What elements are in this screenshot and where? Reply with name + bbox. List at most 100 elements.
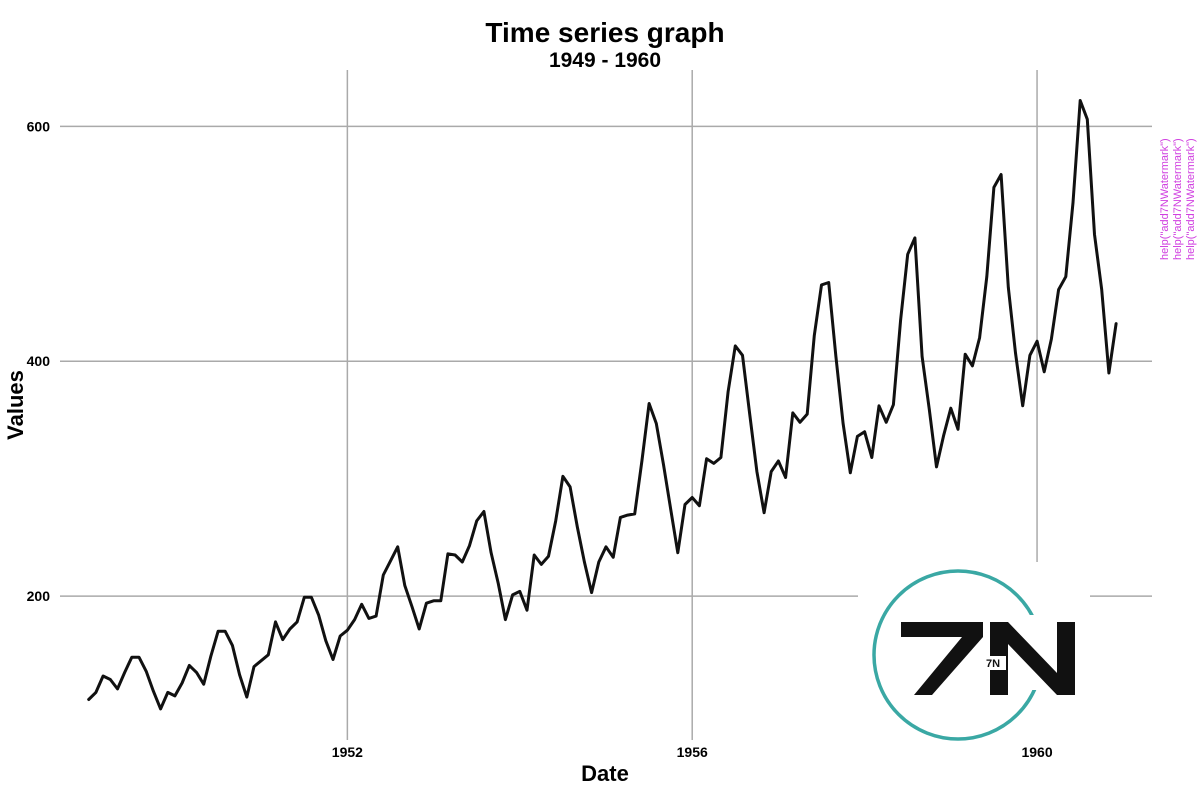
data-point <box>396 546 399 548</box>
data-point <box>1014 352 1017 354</box>
data-point <box>928 408 931 411</box>
watermark-text: help("add7NWatermark") help("add7NWaterm… <box>1159 138 1197 260</box>
data-point <box>174 695 176 697</box>
data-point <box>360 603 363 606</box>
x-axis-label: Date <box>581 761 629 786</box>
data-point <box>346 629 349 631</box>
logo-small-text: 7N <box>986 658 1000 670</box>
data-point <box>519 590 521 593</box>
data-point <box>784 476 787 479</box>
logo-seven-icon <box>901 622 983 695</box>
data-point <box>188 664 191 667</box>
data-point <box>1065 275 1067 278</box>
x-axis-ticks: 1952 1956 1960 <box>332 744 1053 760</box>
data-point <box>871 456 873 459</box>
data-point <box>935 466 938 468</box>
x-tick-label: 1960 <box>1021 744 1052 760</box>
data-point <box>763 511 765 514</box>
data-point <box>202 683 205 685</box>
logo-n-icon <box>990 622 1075 695</box>
data-point <box>590 591 593 594</box>
data-point <box>490 551 492 554</box>
data-point <box>626 514 629 516</box>
data-point <box>109 678 112 681</box>
data-point <box>1086 118 1089 121</box>
data-point <box>547 555 550 557</box>
data-point <box>662 463 665 466</box>
data-point <box>382 574 385 576</box>
data-point <box>993 186 995 189</box>
data-point <box>1093 233 1096 236</box>
data-point <box>404 584 406 587</box>
data-point <box>540 563 543 566</box>
data-point <box>526 609 528 611</box>
watermark-line: help("add7NWatermark") <box>1172 138 1184 260</box>
data-point <box>533 554 535 556</box>
data-point <box>296 621 298 623</box>
data-point <box>260 659 263 662</box>
data-point <box>734 345 737 347</box>
data-point <box>432 600 435 602</box>
data-point <box>978 336 981 339</box>
data-point <box>598 561 600 563</box>
y-tick-label: 200 <box>27 588 51 604</box>
data-point <box>885 421 887 424</box>
data-point <box>770 470 772 473</box>
data-point <box>655 422 658 425</box>
data-point <box>648 402 650 405</box>
data-point <box>971 365 974 367</box>
data-point <box>835 355 837 358</box>
chart-title: Time series graph <box>485 17 724 48</box>
x-tick-label: 1956 <box>677 744 708 760</box>
data-point <box>152 690 155 692</box>
data-point <box>756 470 758 473</box>
data-point <box>454 554 456 556</box>
logo-small-badge <box>980 656 1006 670</box>
data-point <box>375 615 377 617</box>
data-point <box>447 553 449 555</box>
data-point <box>325 639 327 642</box>
data-point <box>942 434 945 437</box>
data-point <box>274 621 277 623</box>
y-axis-label: Values <box>3 370 28 440</box>
data-point <box>497 582 500 584</box>
data-point <box>1000 173 1002 176</box>
data-point <box>131 656 133 658</box>
data-point <box>799 421 801 424</box>
x-tick-label: 1952 <box>332 744 363 760</box>
data-point <box>878 405 880 407</box>
data-point <box>713 462 715 465</box>
data-point <box>303 596 306 599</box>
data-point <box>102 675 104 677</box>
data-point <box>1108 372 1110 374</box>
data-point <box>310 596 313 599</box>
data-point <box>741 354 744 357</box>
data-point <box>159 708 162 710</box>
data-point <box>986 275 988 278</box>
data-point <box>389 560 392 562</box>
data-point <box>145 670 147 673</box>
data-point <box>698 504 701 507</box>
data-point <box>181 682 183 684</box>
series-line <box>87 99 1118 711</box>
data-point <box>562 475 564 478</box>
data-point <box>483 510 485 513</box>
chart-subtitle: 1949 - 1960 <box>549 49 661 72</box>
data-point <box>727 390 729 393</box>
data-point <box>583 561 586 563</box>
watermark-line: help("add7NWatermark") <box>1185 138 1197 260</box>
data-point <box>511 594 514 596</box>
data-point <box>921 355 923 358</box>
data-point <box>612 556 614 559</box>
data-point <box>281 638 284 641</box>
data-point <box>95 691 97 694</box>
data-point <box>576 526 579 528</box>
data-point <box>468 544 471 547</box>
data-point <box>411 605 413 608</box>
data-point <box>1029 354 1031 357</box>
data-point <box>863 430 866 433</box>
data-point <box>849 472 852 474</box>
data-point <box>267 654 270 656</box>
data-point <box>605 546 607 548</box>
